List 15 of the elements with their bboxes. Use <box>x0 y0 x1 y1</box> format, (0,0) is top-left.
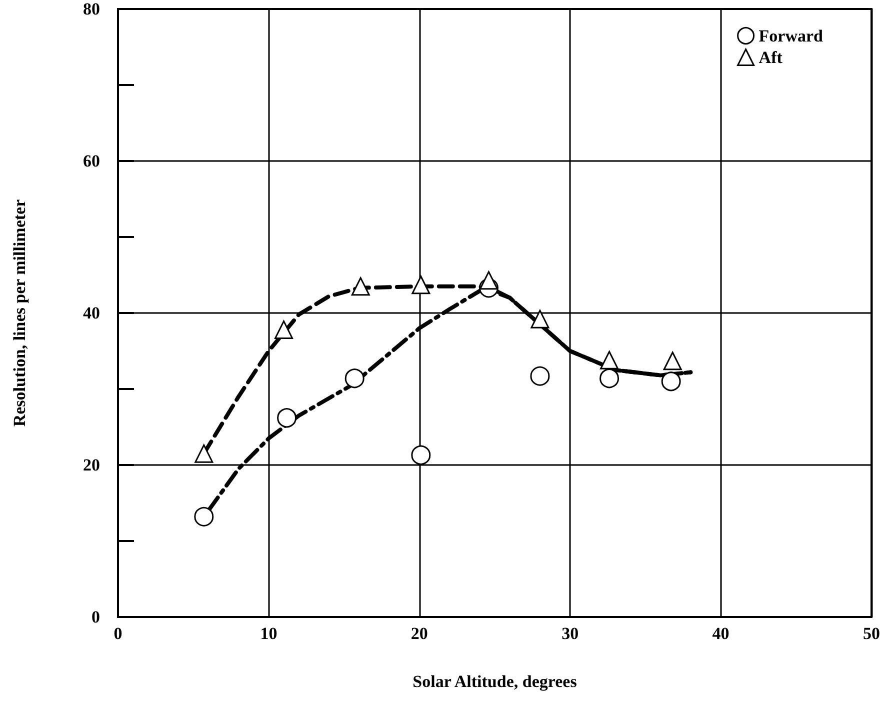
x-tick-label: 20 <box>410 624 428 643</box>
x-axis-title: Solar Altitude, degrees <box>412 672 578 691</box>
x-tick-label: 0 <box>114 624 122 643</box>
legend-label: Aft <box>758 48 783 67</box>
y-tick-label: 80 <box>83 0 100 18</box>
x-tick-label: 40 <box>712 624 730 643</box>
legend-label: Forward <box>758 26 824 46</box>
x-tick-label: 50 <box>863 624 880 643</box>
x-tick-label: 30 <box>562 624 579 643</box>
y-axis-title: Resolution, lines per millimeter <box>10 198 29 427</box>
y-tick-label: 60 <box>83 152 100 170</box>
y-tick-label: 0 <box>92 608 100 626</box>
y-tick-label: 40 <box>83 304 100 322</box>
x-tick-label: 10 <box>260 624 278 643</box>
y-tick-label: 20 <box>83 456 100 474</box>
